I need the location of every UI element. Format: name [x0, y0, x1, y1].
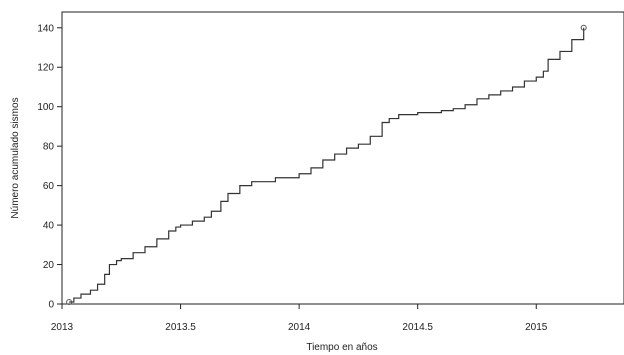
y-tick-label: 80 [43, 142, 55, 153]
y-tick-label: 40 [43, 221, 55, 232]
x-tick-label: 2013 [51, 322, 74, 333]
x-tick-label: 2013.5 [165, 322, 196, 333]
y-axis-label: Número acumulado sismos [10, 97, 21, 218]
series-markers [66, 24, 587, 306]
y-tick-label: 140 [37, 23, 54, 34]
series-end-point [580, 24, 587, 31]
plot-frame [61, 11, 624, 305]
x-tick-label: 2014.5 [402, 322, 433, 333]
cumulative-series-line [69, 27, 585, 303]
x-tick-label: 2015 [525, 322, 548, 333]
y-tick-label: 100 [37, 102, 54, 113]
y-tick-label: 20 [43, 260, 55, 271]
x-axis-ticks: 2013 2013.5 2014 2014.5 2015 [51, 304, 548, 333]
series-start-point [66, 299, 73, 306]
x-tick-label: 2014 [288, 322, 311, 333]
y-tick-label: 0 [48, 300, 54, 311]
y-tick-label: 120 [37, 63, 54, 74]
y-tick-label: 60 [43, 181, 55, 192]
x-axis-label: Tiempo en años [306, 342, 377, 353]
y-axis-ticks: 0 20 40 60 80 100 120 140 [37, 23, 62, 311]
